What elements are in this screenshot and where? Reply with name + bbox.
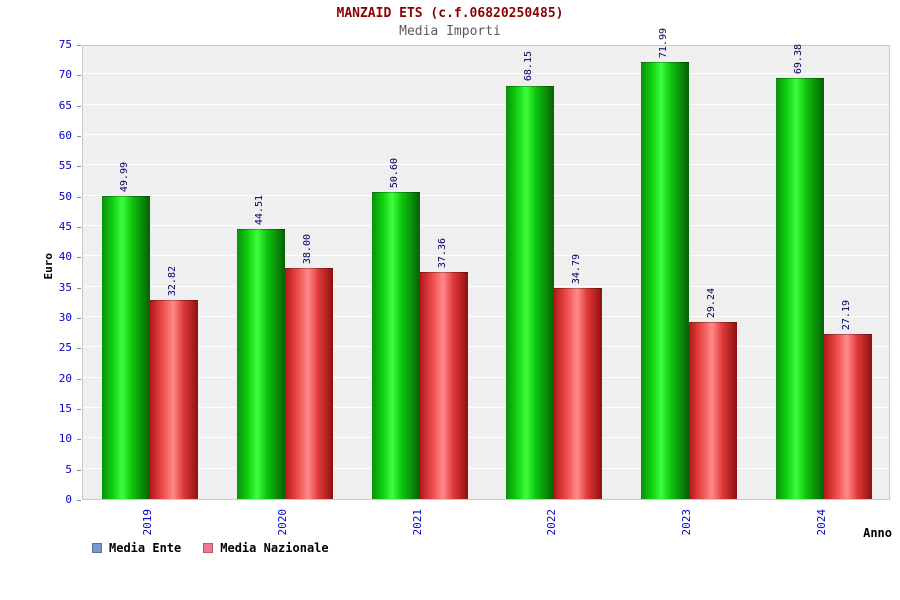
y-tick-label-40: 40 <box>58 250 72 264</box>
gridline <box>83 43 889 44</box>
bar-media-ente-2019 <box>102 195 151 499</box>
y-tick-label-65: 65 <box>58 98 72 112</box>
legend-item-media-ente: Media Ente <box>92 541 181 555</box>
bar-media-nazionale-2023 <box>689 321 737 499</box>
bar-media-ente-2022 <box>506 85 555 499</box>
legend: Media Ente Media Nazionale <box>92 541 329 555</box>
x-tick-label-2023: 2023 <box>680 509 693 536</box>
y-tick-label-20: 20 <box>58 371 72 385</box>
value-label-media-ente-2021: 50.60 <box>388 157 400 189</box>
value-label-media-ente-2024: 69.38 <box>792 44 804 75</box>
y-tick-label-0: 0 <box>65 493 72 506</box>
gridline <box>83 255 889 257</box>
y-tick-label-75: 75 <box>58 38 72 51</box>
y-tick-label-35: 35 <box>58 280 72 294</box>
y-tick-mark <box>77 318 81 319</box>
y-tick-mark <box>77 439 81 441</box>
y-tick-mark <box>77 287 81 289</box>
bar-media-ente-2024 <box>775 78 824 499</box>
gridline <box>83 316 889 317</box>
legend-swatch-media-ente <box>92 543 102 553</box>
y-tick-label-70: 70 <box>58 68 72 82</box>
y-tick-label-25: 25 <box>58 341 72 355</box>
gridline <box>83 73 889 75</box>
x-tick-label-2019: 2019 <box>141 509 155 536</box>
y-tick-label-15: 15 <box>58 402 72 415</box>
value-label-media-nazionale-2024: 27.19 <box>840 299 852 331</box>
bar-media-nazionale-2019 <box>150 299 199 499</box>
y-tick-mark <box>77 348 81 350</box>
gridline <box>83 437 889 439</box>
x-tick-label-2022: 2022 <box>545 509 559 536</box>
value-label-media-nazionale-2020: 38.00 <box>302 234 313 265</box>
y-tick-label-55: 55 <box>58 159 72 173</box>
gridline <box>83 103 889 105</box>
gridline <box>83 225 889 226</box>
x-tick-label-2021: 2021 <box>410 509 424 536</box>
y-tick-label-10: 10 <box>58 432 72 446</box>
gridline <box>83 407 889 408</box>
y-tick-mark <box>77 409 81 410</box>
y-tick-mark <box>77 227 81 228</box>
bar-media-ente-2023 <box>641 62 689 499</box>
y-tick-label-5: 5 <box>65 462 72 476</box>
y-tick-label-50: 50 <box>58 189 72 203</box>
gridline <box>83 164 889 166</box>
gridline <box>83 376 889 378</box>
y-tick-mark <box>77 469 81 471</box>
y-tick-mark <box>77 136 81 137</box>
x-axis-title: Anno <box>863 526 892 540</box>
value-label-media-nazionale-2023: 29.24 <box>706 287 717 318</box>
y-tick-mark <box>77 105 81 107</box>
bar-media-nazionale-2021 <box>419 272 468 499</box>
gridline <box>83 285 889 287</box>
value-label-media-nazionale-2019: 32.82 <box>167 265 179 296</box>
y-tick-label-45: 45 <box>58 220 72 233</box>
value-label-media-ente-2022: 68.15 <box>523 51 535 82</box>
gridline <box>83 467 889 469</box>
legend-item-media-nazionale: Media Nazionale <box>203 541 329 555</box>
chart-subtitle: Media Importi <box>399 24 501 39</box>
gridline <box>83 134 889 135</box>
x-tick-label-2020: 2020 <box>276 509 289 536</box>
bar-media-ente-2021 <box>371 192 420 499</box>
y-tick-mark <box>77 257 81 259</box>
y-tick-mark <box>77 196 81 198</box>
plot-area: 49.99 32.82 44.51 38.00 50.60 37.36 68.15 34.79… <box>82 28 890 500</box>
bar-media-ente-2020 <box>237 228 285 499</box>
value-label-media-ente-2019: 49.99 <box>119 161 131 192</box>
bar-media-nazionale-2024 <box>823 334 872 499</box>
y-tick-mark <box>77 45 81 46</box>
value-label-media-ente-2023: 71.99 <box>658 28 669 59</box>
chart-title: MANZAID ETS (c.f.06820250485) <box>336 6 564 21</box>
x-tick-label-2024: 2024 <box>814 509 828 536</box>
bar-media-nazionale-2022 <box>554 287 603 499</box>
value-label-media-nazionale-2022: 34.79 <box>571 253 583 284</box>
y-tick-mark <box>77 166 81 168</box>
y-tick-mark <box>77 378 81 380</box>
legend-label-media-ente: Media Ente <box>109 541 182 555</box>
bar-media-nazionale-2020 <box>285 268 333 499</box>
gridline <box>83 194 889 196</box>
value-label-media-nazionale-2021: 37.36 <box>436 238 448 269</box>
legend-label-media-nazionale: Media Nazionale <box>220 541 329 555</box>
y-tick-mark <box>77 500 81 501</box>
y-tick-label-30: 30 <box>58 311 72 324</box>
value-label-media-ente-2020: 44.51 <box>254 194 265 225</box>
y-tick-mark <box>77 75 81 77</box>
y-tick-label-60: 60 <box>58 129 72 142</box>
gridline <box>83 346 889 348</box>
legend-swatch-media-nazionale <box>203 543 214 553</box>
